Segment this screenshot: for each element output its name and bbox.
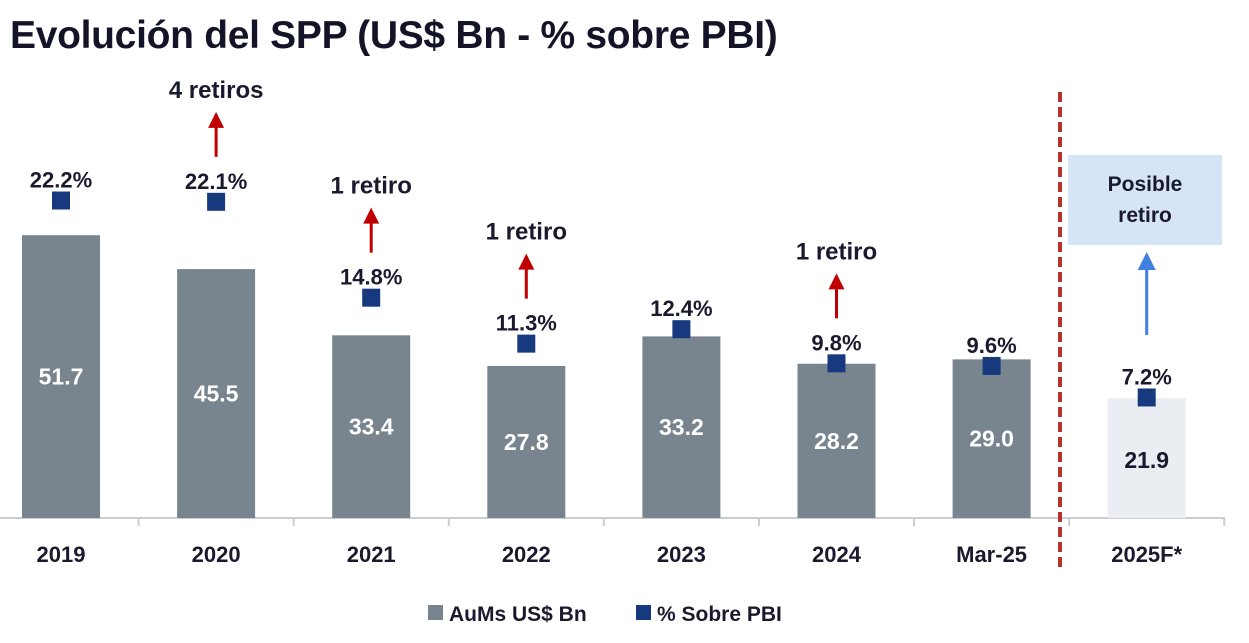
bar-value-label: 51.7 <box>39 364 84 390</box>
x-tick-label: 2024 <box>812 542 862 567</box>
bar-value-label: 33.4 <box>349 414 394 440</box>
bar-2025F* <box>1107 398 1186 518</box>
arrow-head-icon <box>1137 252 1156 270</box>
x-tick-label: 2020 <box>192 542 241 567</box>
arrow-head-icon <box>208 111 225 128</box>
bar-2023 <box>642 336 721 518</box>
arrow-head-icon <box>363 207 380 224</box>
pct-marker-2020 <box>207 192 226 211</box>
pct-marker-2025F* <box>1137 388 1156 407</box>
bar-value-label: 21.9 <box>1124 447 1169 473</box>
pct-marker-Mar-25 <box>982 356 1001 375</box>
legend-label: AuMs US$ Bn <box>449 603 587 626</box>
pct-value-label: 12.4% <box>650 296 712 321</box>
arrow-head-icon <box>518 253 535 270</box>
legend-swatch-pct <box>636 605 651 620</box>
x-tick-label: 2021 <box>347 542 396 567</box>
pct-value-label: 22.1% <box>185 169 247 194</box>
bar-Mar-25 <box>952 359 1031 518</box>
x-tick-label: 2025F* <box>1111 542 1182 567</box>
x-tick-label: 2022 <box>502 542 551 567</box>
chart-title: Evolución del SPP (US$ Bn - % sobre PBI) <box>10 14 778 57</box>
pct-value-label: 14.8% <box>340 265 402 290</box>
bar-value-label: 33.2 <box>659 414 704 440</box>
x-tick-label: 2023 <box>657 542 706 567</box>
pct-value-label: 9.8% <box>811 330 861 355</box>
annotation-label: Posible <box>1108 173 1183 196</box>
bar-2022 <box>487 365 566 518</box>
legend-label: % Sobre PBI <box>657 603 782 626</box>
annotation-label: 1 retiro <box>486 219 567 246</box>
x-tick-label: Mar-25 <box>956 542 1027 567</box>
pct-marker-2023 <box>672 320 691 339</box>
x-tick-label: 2019 <box>37 542 86 567</box>
bar-2020 <box>177 269 256 518</box>
pct-value-label: 7.2% <box>1122 364 1172 389</box>
legend-swatch-aums <box>428 605 443 620</box>
pct-value-label: 9.6% <box>967 333 1017 358</box>
bar-value-label: 29.0 <box>969 426 1014 452</box>
annotation-label: retiro <box>1118 204 1172 227</box>
annotation-label: 1 retiro <box>331 173 412 200</box>
pct-marker-2022 <box>517 334 536 353</box>
bar-2021 <box>332 335 411 518</box>
bar-2019 <box>22 235 100 519</box>
pct-marker-2019 <box>52 191 70 210</box>
pct-marker-2024 <box>827 354 846 373</box>
arrow-head-icon <box>828 273 845 290</box>
annotation-label: 1 retiro <box>796 238 877 265</box>
bar-value-label: 45.5 <box>194 381 239 407</box>
bar-value-label: 28.2 <box>814 428 859 454</box>
pct-value-label: 22.2% <box>30 168 92 193</box>
pct-marker-2021 <box>362 288 381 307</box>
pct-value-label: 11.3% <box>496 311 557 336</box>
possible-retiro-box <box>1068 155 1222 245</box>
bar-2024 <box>797 363 876 518</box>
bar-value-label: 27.8 <box>504 429 549 455</box>
annotation-label: 4 retiros <box>169 77 264 104</box>
